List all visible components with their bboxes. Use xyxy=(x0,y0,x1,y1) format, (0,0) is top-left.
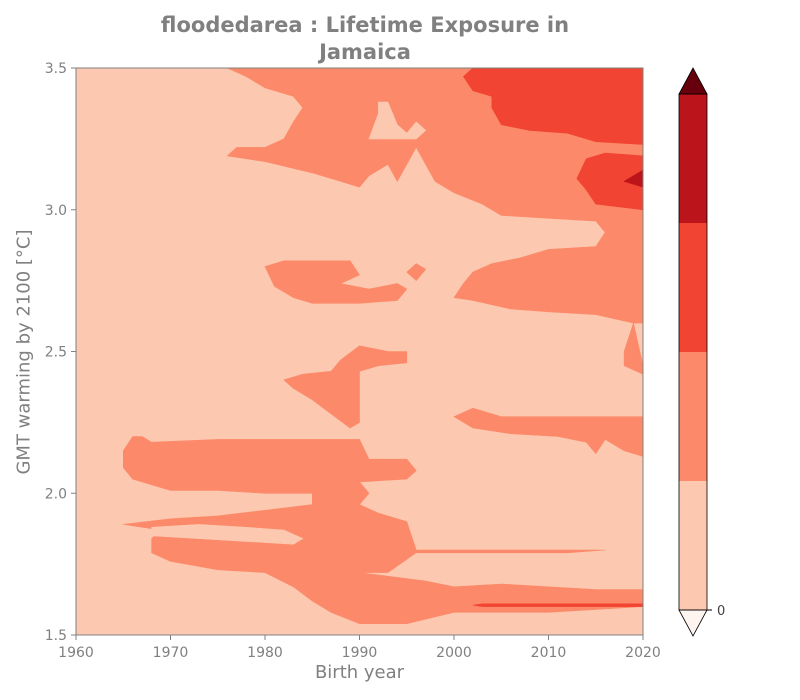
y-tick-label: 2.5 xyxy=(45,345,67,361)
colorbar-band xyxy=(679,352,707,481)
colorbar-extend-max xyxy=(678,67,708,95)
contour-region-level-0 xyxy=(368,101,427,140)
contour-region-level-1 xyxy=(283,345,408,429)
chart-title: floodedarea : Lifetime Exposure in Jamai… xyxy=(105,12,625,66)
colorbar-band xyxy=(679,223,707,352)
x-tick-label: 1960 xyxy=(58,645,94,661)
x-axis: 1960 1970 1980 1990 2000 2010 2020 xyxy=(58,635,661,661)
contour-region-level-0 xyxy=(151,524,304,545)
colorbar-extend-min xyxy=(678,609,708,637)
y-tick-label: 3.0 xyxy=(45,203,67,219)
contour-regions xyxy=(76,68,643,635)
contour-region-level-1 xyxy=(406,263,427,282)
contour-region-level-2 xyxy=(472,603,643,607)
y-axis: 1.5 2.0 2.5 3.0 3.5 xyxy=(45,61,76,644)
contour-region-level-1 xyxy=(264,260,408,304)
x-tick-label: 2010 xyxy=(531,645,567,661)
x-tick-label: 1990 xyxy=(342,645,378,661)
contour-region-level-1 xyxy=(226,68,643,457)
x-tick-label: 1970 xyxy=(153,645,189,661)
x-axis-label: Birth year xyxy=(314,662,405,683)
chart-title-line: floodedarea : Lifetime Exposure in xyxy=(160,13,570,37)
x-tick-label: 2020 xyxy=(625,645,661,661)
x-tick-label: 2000 xyxy=(436,645,472,661)
contour-region-level-2 xyxy=(463,68,643,145)
y-tick-label: 2.0 xyxy=(45,486,67,502)
colorbar-band xyxy=(679,481,707,610)
y-axis-label: GMT warming by 2100 [°C] xyxy=(13,229,35,475)
colorbar-band xyxy=(679,94,707,223)
contour-region-level-1 xyxy=(123,436,643,625)
y-tick-label: 3.5 xyxy=(45,61,67,77)
colorbar: 0 xyxy=(678,67,725,637)
colorbar-tick-label: 0 xyxy=(717,604,725,619)
contour-region-level-3 xyxy=(623,169,643,188)
colorbar-frame xyxy=(678,93,708,611)
x-tick-label: 1980 xyxy=(247,645,283,661)
y-tick-label: 1.5 xyxy=(45,628,67,644)
contour-region-level-2 xyxy=(576,152,643,211)
chart-title-line: Jamaica xyxy=(319,40,411,64)
